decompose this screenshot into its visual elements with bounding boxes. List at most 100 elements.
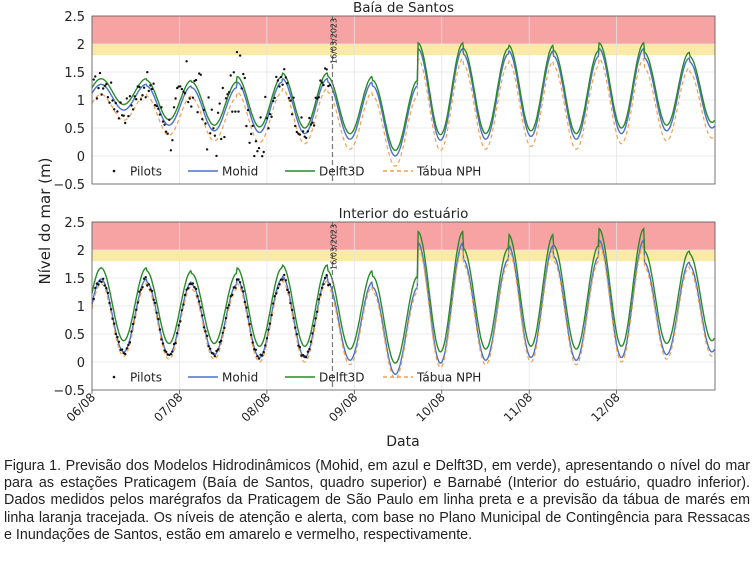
pilots-point: [138, 85, 141, 89]
pilots-point: [227, 304, 231, 307]
pilots-point: [199, 306, 202, 309]
pilots-point: [94, 75, 97, 78]
pilots-point: [323, 276, 327, 280]
pilots-point: [139, 98, 143, 101]
series-delft3d-line: [91, 227, 716, 364]
pilots-point: [267, 127, 270, 130]
pilots-point: [207, 345, 210, 348]
pilots-point: [325, 68, 328, 71]
pilots-point: [270, 313, 273, 317]
pilots-point: [202, 108, 206, 112]
legend-tabua-label: Tábua NPH: [416, 371, 481, 385]
pilots-point: [246, 315, 250, 318]
pilots-point: [169, 353, 173, 356]
pilots-point: [109, 308, 113, 311]
pilots-point: [122, 114, 125, 117]
pilots-point: [209, 347, 212, 350]
pilots-point: [194, 78, 198, 82]
pilots-point: [124, 121, 127, 125]
pilots-point: [130, 330, 133, 333]
pilots-point: [295, 333, 298, 336]
pilots-point: [267, 328, 270, 331]
pilots-point: [160, 338, 163, 341]
pilots-point: [312, 324, 316, 327]
pilots-point: [262, 350, 265, 354]
pilots-point: [113, 322, 116, 325]
pilots-point: [213, 134, 217, 137]
pilots-point: [251, 341, 254, 344]
pilots-point: [320, 81, 324, 84]
pilots-point: [191, 96, 195, 99]
pilots-point: [128, 341, 132, 344]
x-tick-label: 09/08: [326, 390, 360, 424]
pilots-point: [237, 110, 240, 113]
pilots-point: [223, 135, 226, 139]
pilots-point: [224, 317, 228, 320]
pilots-point: [218, 102, 221, 105]
pilots-point: [120, 348, 124, 351]
legend-pilots-label: Pilots: [130, 371, 162, 385]
pilots-point: [176, 332, 179, 335]
pilots-point: [311, 121, 314, 124]
pilots-point: [306, 130, 309, 133]
series-tabua-line: [91, 57, 716, 167]
pilots-point: [265, 117, 269, 120]
y-tick-label: 2.5: [64, 10, 85, 25]
pilots-point: [270, 115, 273, 119]
pilots-point: [97, 86, 100, 90]
pilots-point: [248, 323, 251, 326]
pilots-point: [215, 154, 218, 158]
pilots-point: [294, 326, 297, 329]
x-axis-label: Data: [386, 434, 419, 450]
pilots-point: [268, 322, 272, 325]
pilots-point: [201, 314, 204, 317]
pilots-point: [196, 295, 199, 298]
pilots-point: [157, 317, 160, 321]
pilots-point: [320, 286, 324, 290]
pilots-point: [147, 89, 150, 93]
pilots-point: [196, 111, 199, 114]
pilots-point: [102, 277, 105, 280]
panel-interior-do-estuario: −0.5 0 0.5 1 1.5 2 2.5 Interior do estuário16/0…: [53, 206, 716, 425]
pilots-point: [287, 291, 291, 294]
pilots-point: [168, 118, 171, 122]
pilots-point: [182, 303, 185, 306]
pilots-point: [142, 86, 146, 89]
pilots-point: [275, 75, 278, 79]
y-axis-label: Nível do mar (m): [36, 158, 54, 285]
pilots-point: [237, 278, 240, 281]
pilots-point: [257, 357, 261, 360]
pilots-point: [227, 91, 231, 94]
pilots-point: [262, 150, 265, 154]
pilots-point: [108, 101, 111, 104]
pilots-point: [199, 73, 202, 77]
pilots-point: [116, 335, 119, 339]
pilots-point: [139, 288, 143, 291]
pilots-point: [202, 326, 206, 329]
pilots-point: [103, 84, 107, 88]
pilots-point: [272, 302, 275, 305]
pilots-point: [242, 72, 245, 76]
pilots-point: [248, 141, 251, 144]
pilots-point: [240, 87, 243, 90]
pilots-point: [254, 348, 258, 351]
pilots-point: [100, 93, 103, 96]
pilots-point: [309, 123, 313, 126]
legend: Pilots Mohid Delft3D Tábua NPH: [112, 165, 481, 179]
pilots-point: [322, 283, 325, 286]
pilots-point: [149, 288, 152, 291]
band-alerta: [92, 222, 715, 250]
pilots-point: [234, 286, 237, 289]
legend-mohid-label: Mohid: [222, 371, 258, 385]
panel-baia-de-santos: −0.5 0 0.5 1 1.5 2 2.5 Baía de Santos 16/03/2023…: [53, 0, 716, 193]
pilots-point: [204, 330, 207, 333]
pilots-point: [243, 76, 246, 80]
pilots-point: [163, 123, 166, 126]
pilots-point: [278, 85, 281, 88]
legend-delft3d-label: Delft3D: [319, 371, 365, 385]
pilots-point: [245, 306, 248, 309]
pilots-point: [135, 98, 138, 101]
pilots-point: [135, 308, 138, 311]
pilots-point: [157, 107, 160, 111]
pilots-point: [201, 118, 204, 121]
